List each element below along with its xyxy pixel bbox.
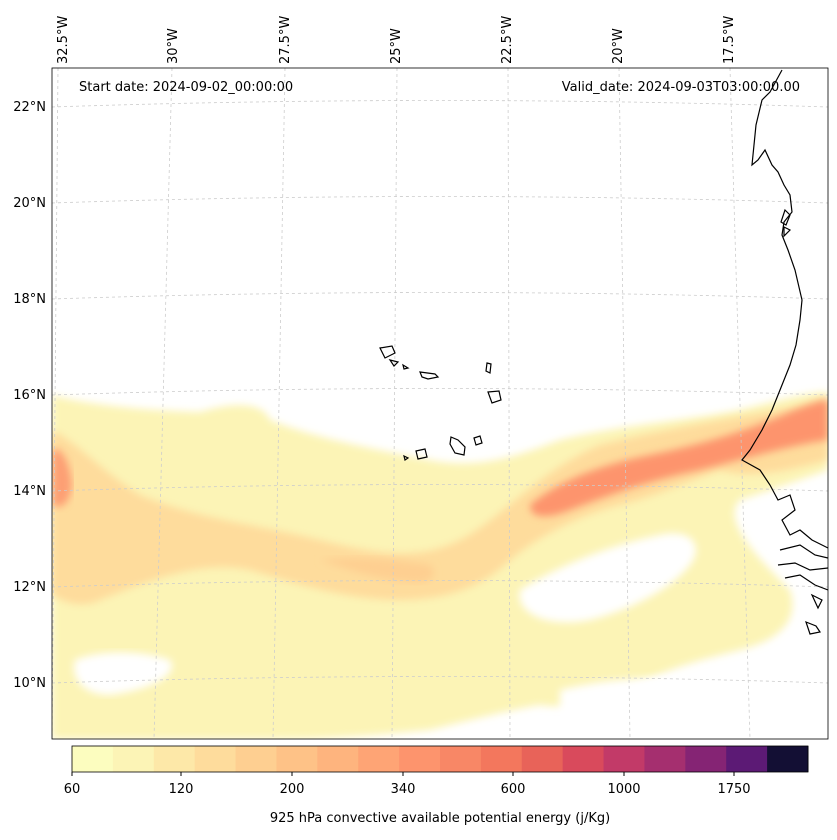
africa-coast	[741, 69, 828, 549]
cape-core-central	[320, 557, 434, 583]
cape-verde-islands	[379, 345, 396, 359]
lon-label: 27.5°W	[278, 16, 293, 64]
colorbar-swatch	[562, 746, 605, 772]
lat-label: 22°N	[13, 100, 46, 115]
gridlines	[52, 68, 828, 739]
colorbar-label: 925 hPa convective available potential e…	[270, 811, 610, 826]
lon-label: 25°W	[389, 28, 404, 64]
colorbar-swatch	[603, 746, 645, 772]
colorbar-swatch	[194, 746, 237, 772]
cape-field	[52, 392, 828, 739]
colorbar-swatch	[235, 746, 277, 772]
colorbar-frame	[71, 745, 809, 773]
lat-label: 20°N	[13, 196, 46, 211]
colorbar-swatch	[72, 746, 114, 772]
start-date-text: Start date: 2024-09-02_00:00:00	[79, 80, 293, 95]
lon-label: 17.5°W	[722, 16, 737, 64]
cape-core	[530, 400, 828, 517]
lat-label: 18°N	[13, 292, 46, 307]
coastlines	[379, 69, 828, 635]
cape-core-west	[52, 449, 72, 507]
map-area	[51, 67, 829, 740]
cape-gap-southeast	[560, 678, 828, 739]
colorbar-swatches	[72, 746, 809, 772]
colorbar-swatch	[440, 746, 482, 772]
colorbar-tick-label: 1000	[607, 782, 640, 797]
valid-date-text: Valid_date: 2024-09-03T03:00:00.00	[562, 80, 800, 95]
latitude-labels: 22°N 20°N 18°N 16°N 14°N 12°N 10°N	[13, 100, 46, 691]
colorbar-tick-label: 120	[169, 782, 194, 797]
colorbar-swatch	[317, 746, 359, 772]
colorbar-tick-label: 200	[280, 782, 305, 797]
colorbar-swatch	[399, 746, 441, 772]
colorbar-swatch	[685, 746, 727, 772]
lat-label: 14°N	[13, 484, 46, 499]
lon-label: 22.5°W	[500, 16, 515, 64]
lon-label: 32.5°W	[56, 16, 71, 64]
colorbar-tick-label: 340	[391, 782, 416, 797]
colorbar-swatch	[480, 746, 523, 772]
colorbar-swatch	[112, 746, 155, 772]
colorbar-tick-label: 600	[501, 782, 526, 797]
colorbar-swatch	[276, 746, 318, 772]
lat-label: 10°N	[13, 676, 46, 691]
colorbar-swatch	[644, 746, 686, 772]
map-frame	[51, 67, 829, 740]
cape-band-mid	[52, 398, 828, 605]
cape-gap-south	[519, 533, 696, 623]
colorbar-ticks: 60 120 200 340 600 1000 1750	[64, 772, 751, 797]
lon-label: 30°W	[166, 28, 181, 64]
colorbar-tick-label: 60	[64, 782, 81, 797]
longitude-labels: 32.5°W 30°W 27.5°W 25°W 22.5°W 20°W 17.5…	[56, 16, 737, 64]
lon-label: 20°W	[611, 28, 626, 64]
colorbar-swatch	[521, 746, 564, 772]
lat-label: 16°N	[13, 388, 46, 403]
lat-label: 12°N	[13, 580, 46, 595]
colorbar-swatch	[358, 746, 400, 772]
colorbar-swatch	[153, 746, 196, 772]
colorbar-tick-label: 1750	[717, 782, 750, 797]
colorbar: 60 120 200 340 600 1000 1750 925 hPa con…	[64, 745, 809, 826]
colorbar-swatch	[726, 746, 768, 772]
colorbar-swatch	[767, 746, 809, 772]
cape-gap-southwest	[74, 652, 172, 695]
